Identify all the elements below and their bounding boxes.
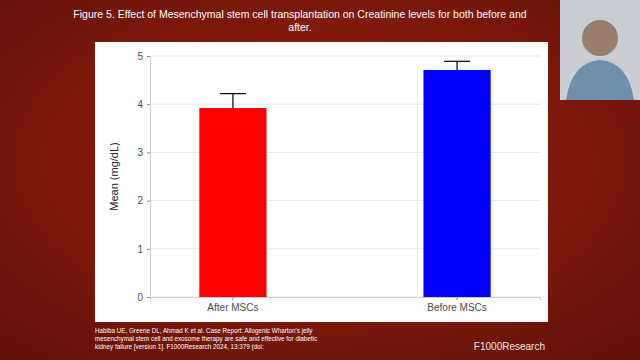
tick: After MSCs [207,297,258,313]
text-line: Figure 5. Effect of Mesenchymal stem cel… [73,8,526,20]
tick: 5 [137,51,150,62]
error-bar [444,61,470,70]
y-axis-title: Mean (mg/dL) [108,142,120,210]
tick-mark [147,249,150,250]
tick-mark [147,56,150,57]
tick: 2 [137,195,150,206]
webcam [560,0,640,100]
tick: 4 [137,99,150,110]
text-line: Habiba UE, Greene DL, Ahmad K et al. Cas… [95,327,313,335]
tick-label: Before MSCs [427,302,486,313]
axis-line [151,298,541,301]
tick: 0 [137,292,150,303]
error-stem [232,94,233,108]
tick-label: 3 [137,147,143,158]
tick-label: After MSCs [207,302,258,313]
tick: Before MSCs [427,297,486,313]
error-stem [456,61,457,70]
background [0,0,640,360]
axis-line [147,57,151,298]
x-axis: After MSCs Before MSCs [151,297,541,313]
y-axis: 0 1 2 3 4 5 [137,51,150,303]
plot-area [199,61,490,297]
error-cap [220,93,246,94]
grid-line [150,56,540,57]
tick-mark [232,297,233,300]
tick-mark [147,297,150,298]
tick-mark [457,297,458,300]
tick-label: 5 [137,51,143,62]
tick-label: 4 [137,99,143,110]
tick: 1 [137,244,150,255]
tick-mark [147,104,150,105]
error-cap [444,61,470,62]
error-bar [220,94,246,108]
title: Figure 5. Effect of Mesenchymal stem cel… [73,8,526,33]
grid [150,56,540,297]
tick-label: 0 [137,292,143,303]
webcam-head [582,20,618,56]
chart-panel [95,42,548,322]
tick-mark [147,201,150,202]
bar [199,108,266,297]
bar [423,70,490,297]
text-line: mesenchymal stem cell and exosome therap… [95,335,317,343]
webcam-frame [560,0,640,100]
text-line: after. [288,21,311,33]
slide: Figure 5. Effect of Mesenchymal stem cel… [0,0,640,360]
tick-label: 1 [137,244,143,255]
publisher: F1000Research [474,341,545,352]
webcam-body [566,60,634,100]
tick: 3 [137,147,150,158]
tick-label: 2 [137,195,143,206]
text-line: kidney failure [version 1]. F1000Researc… [95,343,264,351]
citation: Habiba UE, Greene DL, Ahmad K et al. Cas… [95,327,317,351]
tick-mark [147,152,150,153]
